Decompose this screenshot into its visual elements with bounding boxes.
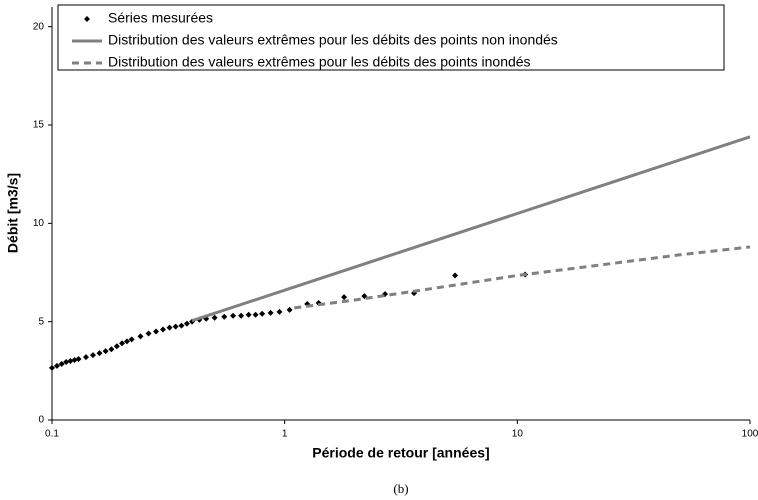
data-point (75, 356, 82, 363)
data-point (183, 320, 190, 327)
legend-box (57, 4, 725, 71)
data-point (123, 338, 130, 345)
data-point (53, 362, 60, 369)
data-point (96, 350, 103, 357)
data-point (172, 323, 179, 330)
y-tick-label: 20 (33, 21, 45, 32)
data-point (276, 308, 283, 315)
data-point (128, 336, 135, 343)
legend-label: Distribution des valeurs extrêmes pour l… (108, 54, 531, 70)
data-point (341, 294, 348, 301)
data-point (230, 312, 237, 319)
y-tick-label: 0 (38, 415, 44, 426)
series-line (191, 135, 751, 323)
data-point (221, 313, 228, 320)
caption: (b) (393, 481, 408, 496)
data-point (286, 306, 293, 313)
x-axis-label: Période de retour [années] (312, 445, 489, 461)
x-tick-label: 1 (282, 429, 288, 440)
data-point (166, 324, 173, 331)
data-point (119, 340, 126, 347)
data-point (89, 352, 96, 359)
data-point (259, 310, 266, 317)
data-point (452, 272, 459, 279)
data-point (137, 333, 144, 340)
y-tick-label: 5 (38, 316, 44, 327)
data-point (58, 360, 65, 367)
data-point (67, 358, 74, 364)
data-point (82, 354, 89, 361)
y-axis-label: Débit [m3/s] (5, 173, 21, 253)
legend-label: Séries mesurées (108, 10, 213, 26)
data-point (238, 312, 245, 319)
data-point (108, 346, 115, 353)
data-point (211, 314, 218, 321)
y-tick-label: 10 (33, 218, 45, 229)
data-point (102, 348, 109, 355)
data-point (145, 330, 152, 337)
data-point (113, 343, 120, 350)
data-point (160, 326, 167, 333)
x-tick-label: 0.1 (45, 429, 59, 440)
data-point (252, 311, 259, 318)
legend-marker (84, 16, 90, 22)
data-point (245, 311, 252, 318)
data-point (267, 309, 274, 316)
x-tick-label: 10 (512, 429, 524, 440)
y-tick-label: 15 (33, 120, 45, 131)
data-point (153, 328, 160, 335)
x-tick-label: 100 (742, 429, 758, 440)
data-point (178, 322, 185, 329)
series-line (294, 245, 751, 310)
data-point (49, 364, 55, 371)
legend-label: Distribution des valeurs extrêmes pour l… (108, 32, 558, 48)
data-point (63, 358, 70, 365)
